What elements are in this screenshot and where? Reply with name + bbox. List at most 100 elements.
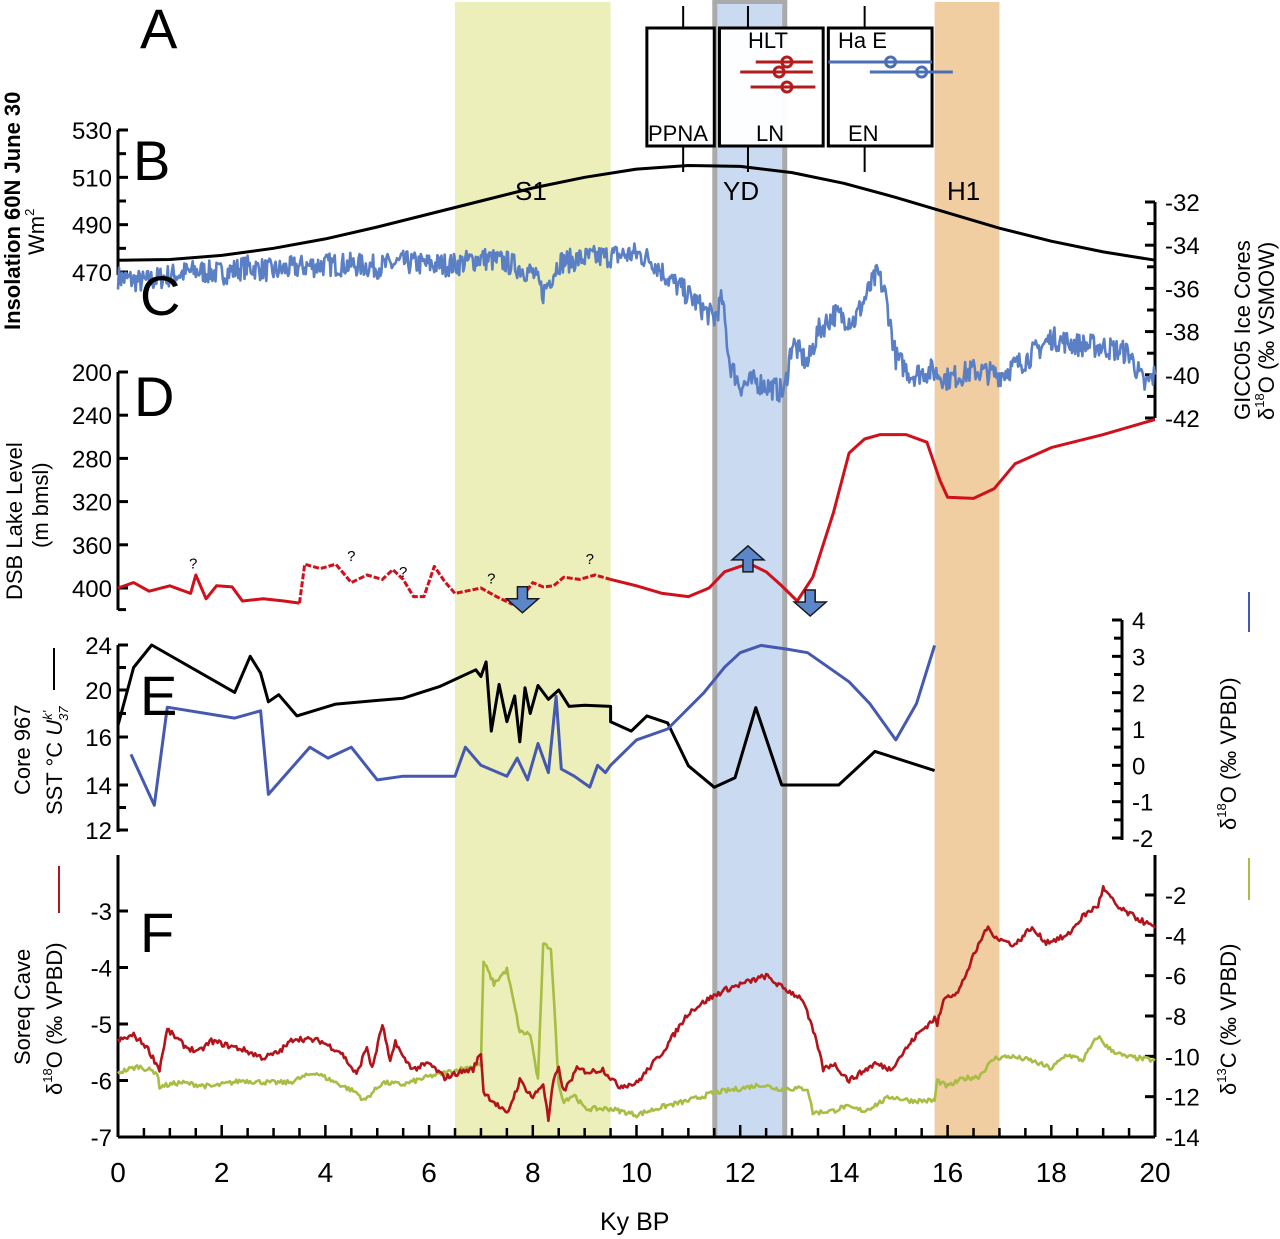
box-label-ha-e: Ha E <box>838 28 887 53</box>
d-y-axis-tick-label: 320 <box>72 490 112 517</box>
f-y-axis: -7 -6 -5 -4 -3 <box>91 855 128 1152</box>
c-y-axis-tick-label: -38 <box>1165 320 1200 347</box>
b-y-axis-tick-label: 470 <box>72 260 112 287</box>
b-y-axis-tick-label: 490 <box>72 213 112 240</box>
e-y2-axis-tick-label: 3 <box>1132 644 1145 671</box>
e-y-axis-tick-label: 16 <box>85 725 112 752</box>
c-y-axis-tick-label: -34 <box>1165 233 1200 260</box>
e-y-axis-tick-label: 24 <box>85 633 112 660</box>
e-ylabel2-u: U <box>42 720 67 736</box>
e-y2-axis: -2 -1 0 1 2 3 4 <box>1112 608 1153 853</box>
band-label-s1: S1 <box>515 176 547 206</box>
x-tick-label: 6 <box>421 1157 437 1188</box>
e-y2label: δ18O (‰ VPBD) <box>1214 677 1241 830</box>
e-y2-axis-tick-label: 0 <box>1132 753 1145 780</box>
c-y-axis: -42 -40 -38 -36 -34 -32 <box>1145 190 1200 433</box>
x-tick-label: 12 <box>725 1157 756 1188</box>
d-y-axis-tick-label: 280 <box>72 446 112 473</box>
date-point <box>884 55 898 69</box>
b-ylabel: Insolation 60N June 30 <box>0 92 25 330</box>
e-y-axis-tick-label: 20 <box>85 678 112 705</box>
d-y-axis-tick-label: 400 <box>72 576 112 603</box>
x-tick-label: 2 <box>214 1157 230 1188</box>
band-border-left-yd <box>712 2 718 1137</box>
box-label-en: EN <box>848 121 879 146</box>
f-y2label-sup: 13 <box>1214 1068 1229 1082</box>
panel-a-chronology <box>645 6 953 172</box>
c-y-axis-tick-label: -32 <box>1165 190 1200 217</box>
band-label-yd: YD <box>723 176 759 206</box>
x-tick-label: 14 <box>828 1157 859 1188</box>
series <box>116 164 1157 1123</box>
e-y2-axis-tick-label: -1 <box>1132 790 1153 817</box>
c-y-axis-tick-label: -42 <box>1165 406 1200 433</box>
e-ylabel2-sup: k' <box>40 710 55 720</box>
f-y2-axis-tick-label: -12 <box>1165 1085 1200 1112</box>
shaded-bands <box>455 0 1000 1137</box>
x-tick-label: 4 <box>318 1157 334 1188</box>
e-y2-axis-tick-label: 4 <box>1132 608 1145 635</box>
series-sst-uk37 <box>116 643 936 789</box>
annotations: ????? <box>189 544 829 618</box>
e-y2-axis-tick-label: 2 <box>1132 681 1145 708</box>
d-ylabel2: (m bmsl) <box>28 462 53 548</box>
e-ylabel: Core 967 <box>10 704 35 795</box>
series-gicc05 <box>116 242 1157 403</box>
series-lake-level-1 <box>298 562 612 606</box>
f-y2-axis-tick-label: -8 <box>1165 1004 1186 1031</box>
d-ylabel: DSB Lake Level <box>2 442 27 600</box>
band-border-top-yd <box>712 0 788 4</box>
question-mark-annotation: ? <box>399 564 407 581</box>
band-label-h1: H1 <box>947 176 980 206</box>
x-tick-label: 8 <box>525 1157 541 1188</box>
question-mark-annotation: ? <box>586 551 594 568</box>
f-y-axis-tick-label: -3 <box>91 899 112 926</box>
series-soreq-d18o <box>116 885 1156 1123</box>
question-mark-annotation: ? <box>347 548 355 565</box>
f-y2-axis-tick-label: -2 <box>1165 883 1186 910</box>
c-ylabel2-post: O (‰ VSMOW) <box>1254 242 1279 394</box>
c-y-axis-tick-label: -40 <box>1165 363 1200 390</box>
date-point <box>915 65 929 79</box>
b-y-axis-tick-label: 510 <box>72 165 112 192</box>
band-s1 <box>455 2 611 1137</box>
c-ylabel2-delta: δ <box>1254 408 1279 420</box>
e-y2label-sup: 18 <box>1214 803 1229 817</box>
chronology-box-en <box>826 26 934 148</box>
series-lake-level-2 <box>610 418 1156 603</box>
panel-letter-c: C <box>140 264 180 327</box>
panel-letter-d: D <box>134 365 174 428</box>
date-point <box>772 65 786 79</box>
e-ylabel2: SST °C Uk'37 <box>40 706 71 815</box>
panel-letter-e: E <box>140 664 177 727</box>
x-tick-label: 18 <box>1036 1157 1067 1188</box>
d-y-axis: 200 240 280 320 360 400 <box>72 360 128 612</box>
f-y2-axis-tick-label: -14 <box>1165 1125 1200 1152</box>
f-ylabel2: δ18O (‰ VPBD) <box>40 942 67 1095</box>
e-y2label-delta: δ <box>1216 818 1241 830</box>
question-mark-annotation: ? <box>487 571 495 588</box>
f-ylabel: Soreq Cave <box>10 949 35 1065</box>
e-y-axis-tick-label: 14 <box>85 773 112 800</box>
b-unit-text: Wm <box>24 216 49 255</box>
d-y-axis-tick-label: 240 <box>72 403 112 430</box>
f-y2-axis-tick-label: -6 <box>1165 964 1186 991</box>
x-tick-label: 10 <box>621 1157 652 1188</box>
band-border-right-yd <box>782 2 788 1137</box>
e-y-axis-tick-label: 12 <box>85 818 112 845</box>
f-ylabel2-sup: 18 <box>40 1068 55 1082</box>
chronology-box-ppna <box>645 26 716 148</box>
f-y2label: δ13C (‰ VPBD) <box>1214 944 1241 1095</box>
b-unit-sup: 2 <box>22 209 37 216</box>
panel-letter-f: F <box>140 901 174 964</box>
axes: 470490510530-42-40-38-36-34-322002402803… <box>72 118 1200 1188</box>
box-label-hlt: HLT <box>748 28 788 53</box>
e-ylabel2-sub: 37 <box>56 706 71 721</box>
box-label-ppna: PPNA <box>648 121 708 146</box>
c-ylabel: GICC05 Ice Cores <box>1230 240 1255 420</box>
f-y-axis-tick-label: -7 <box>91 1125 112 1152</box>
series-core967-d18o <box>129 643 937 807</box>
date-point <box>780 55 794 69</box>
series-lake-level-0 <box>117 573 300 605</box>
